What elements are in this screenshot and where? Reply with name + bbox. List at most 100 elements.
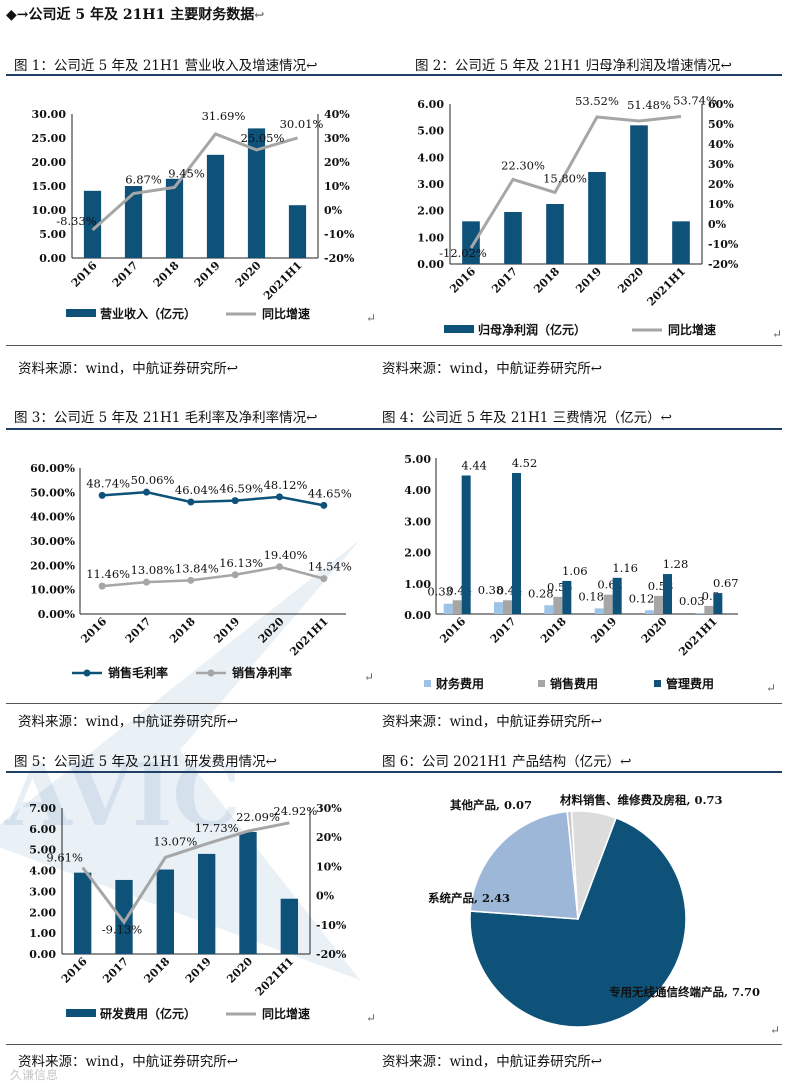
y-left-tick-label: 5.00 bbox=[29, 844, 56, 857]
sales-cost-bar bbox=[503, 600, 512, 614]
pie-slice-other-label: 其他产品, 0.07 bbox=[450, 798, 532, 812]
net-margin-line bbox=[102, 565, 325, 588]
net-margin-label: 14.54% bbox=[308, 560, 352, 574]
pie-slice-system bbox=[469, 810, 579, 920]
x-tick-label: 2018 bbox=[167, 615, 198, 646]
legend-line-label: 同比增速 bbox=[262, 306, 310, 321]
y-right-tick-label: 20% bbox=[316, 831, 342, 844]
y-right-tick-label: 60% bbox=[708, 98, 734, 111]
y-right-tick-label: -20% bbox=[324, 252, 355, 265]
y-left-tick-label: 10.00 bbox=[32, 204, 67, 217]
growth-data-label: -8.33% bbox=[56, 214, 96, 228]
admin-cost-bar bbox=[461, 475, 471, 614]
x-tick-label: 2021H1 bbox=[261, 259, 305, 303]
net-margin-point bbox=[187, 576, 195, 584]
growth-data-label: 53.74% bbox=[673, 94, 717, 108]
growth-data-label: 9.61% bbox=[46, 851, 83, 865]
y-right-tick-label: -20% bbox=[316, 948, 347, 961]
finance-cost-label: 0.38 bbox=[478, 583, 504, 597]
x-tick-label: 2019 bbox=[573, 265, 604, 296]
finance-cost-bar bbox=[695, 613, 705, 614]
fig4-source: 资料来源：wind，中航证券研究所↩ bbox=[382, 714, 603, 730]
y-right-tick-label: 0% bbox=[324, 204, 343, 217]
watermark-text: AVIC bbox=[4, 745, 241, 846]
fig5-chart: 0.00 1.00 2.00 3.00 4.00 5.00 6.00 7.00 -20% -10%… bbox=[29, 802, 376, 1025]
bar bbox=[124, 186, 143, 258]
x-tick-label: 2018 bbox=[538, 615, 569, 646]
admin-cost-bar bbox=[612, 577, 622, 614]
bar bbox=[206, 154, 225, 258]
growth-data-label: 24.92% bbox=[273, 804, 317, 818]
y-left-tick-label: 6.00 bbox=[417, 98, 444, 111]
rule bbox=[6, 771, 782, 773]
y-right-tick-label: 30% bbox=[708, 158, 734, 171]
growth-data-label: 9.45% bbox=[168, 166, 205, 180]
x-tick-label: 2018 bbox=[151, 259, 182, 290]
growth-data-label: 13.07% bbox=[153, 834, 197, 848]
pie-slice-terminal-label: 专用无线通信终端产品, 7.70 bbox=[609, 985, 760, 999]
y-right-tick-label: 30% bbox=[324, 132, 350, 145]
admin-cost-bar bbox=[512, 472, 521, 614]
section-title-text: 公司近 5 年及 21H1 主要财务数据 bbox=[28, 7, 255, 23]
bar bbox=[156, 869, 175, 954]
bar bbox=[462, 221, 480, 264]
y-tick-label: 4.00 bbox=[404, 484, 431, 497]
return-mark: ↵ bbox=[772, 327, 782, 341]
legend-finance-cost-label: 财务费用 bbox=[435, 676, 484, 691]
y-right-tick-label: 0% bbox=[316, 890, 335, 903]
bar bbox=[115, 879, 133, 954]
gross-margin-label: 46.04% bbox=[175, 483, 219, 497]
pie-slice-terminal bbox=[469, 816, 687, 1028]
section-title: ◆→公司近 5 年及 21H1 主要财务数据↩ bbox=[6, 4, 264, 24]
bar bbox=[672, 221, 690, 264]
legend-net-label: 销售净利率 bbox=[232, 665, 292, 680]
legend-line-label: 同比增速 bbox=[262, 1006, 310, 1021]
growth-data-label: 25.05% bbox=[241, 131, 285, 145]
x-tick-label: 2021H1 bbox=[253, 955, 297, 999]
bar bbox=[588, 172, 606, 264]
growth-data-label: 30.01% bbox=[280, 117, 324, 131]
y-right-tick-label: 40% bbox=[324, 108, 350, 121]
admin-cost-label: 1.16 bbox=[612, 561, 638, 575]
y-right-tick-label: -10% bbox=[708, 238, 739, 251]
legend-admin-cost-swatch bbox=[654, 680, 661, 687]
x-tick-label: 2016 bbox=[437, 615, 468, 646]
y-right-tick-label: 10% bbox=[708, 198, 734, 211]
bullet: ◆→ bbox=[6, 7, 29, 23]
y-tick-label: 3.00 bbox=[404, 515, 431, 528]
fig6-source: 资料来源：wind，中航证券研究所↩ bbox=[382, 1054, 603, 1070]
return-mark: ↵ bbox=[366, 311, 376, 325]
y-right-tick-label: 20% bbox=[324, 156, 350, 169]
legend-bar-label: 营业收入（亿元） bbox=[100, 306, 196, 321]
x-tick-label: 2018 bbox=[531, 265, 562, 296]
x-tick-label: 2017 bbox=[100, 955, 131, 986]
fig4-chart: 0.00 1.00 2.00 3.00 4.00 5.00 0.33 0.38 0.28 0.18… bbox=[404, 453, 776, 695]
growth-data-label: 15.80% bbox=[543, 171, 587, 185]
pie-slice-material-label: 材料销售、维修费及房租, 0.73 bbox=[560, 793, 723, 807]
net-margin-label: 19.40% bbox=[264, 548, 308, 562]
bar bbox=[73, 872, 92, 954]
fig3-chart: 0.00% 10.00% 20.00% 30.00% 40.00% 50.00% 60.00… bbox=[30, 462, 374, 684]
x-tick-label: 2018 bbox=[142, 955, 173, 986]
x-tick-label: 2021H1 bbox=[645, 265, 689, 309]
y-tick-label: 5.00 bbox=[404, 453, 431, 466]
y-left-tick-label: 1.00 bbox=[417, 231, 444, 244]
x-tick-label: 2019 bbox=[192, 259, 223, 290]
gross-margin-point bbox=[187, 498, 195, 506]
legend-gross-marker bbox=[83, 669, 91, 677]
admin-cost-label: 4.44 bbox=[461, 458, 487, 472]
y-left-tick-label: 1.00 bbox=[29, 927, 56, 940]
y-right-tick-label: 40% bbox=[708, 138, 734, 151]
y-tick-label: 1.00 bbox=[404, 578, 431, 591]
y-left-tick-label: 7.00 bbox=[29, 802, 56, 815]
admin-cost-label: 0.67 bbox=[713, 576, 739, 590]
y-right-tick-label: 50% bbox=[708, 118, 734, 131]
rule bbox=[6, 428, 782, 430]
x-tick-label: 2020 bbox=[233, 259, 264, 290]
legend-bar-label: 归母净利润（亿元） bbox=[478, 322, 586, 337]
gross-margin-point bbox=[98, 491, 106, 499]
growth-line bbox=[81, 821, 290, 925]
legend-bar-swatch bbox=[66, 1009, 96, 1017]
net-margin-point bbox=[231, 571, 239, 579]
x-tick-label: 2016 bbox=[447, 265, 478, 296]
